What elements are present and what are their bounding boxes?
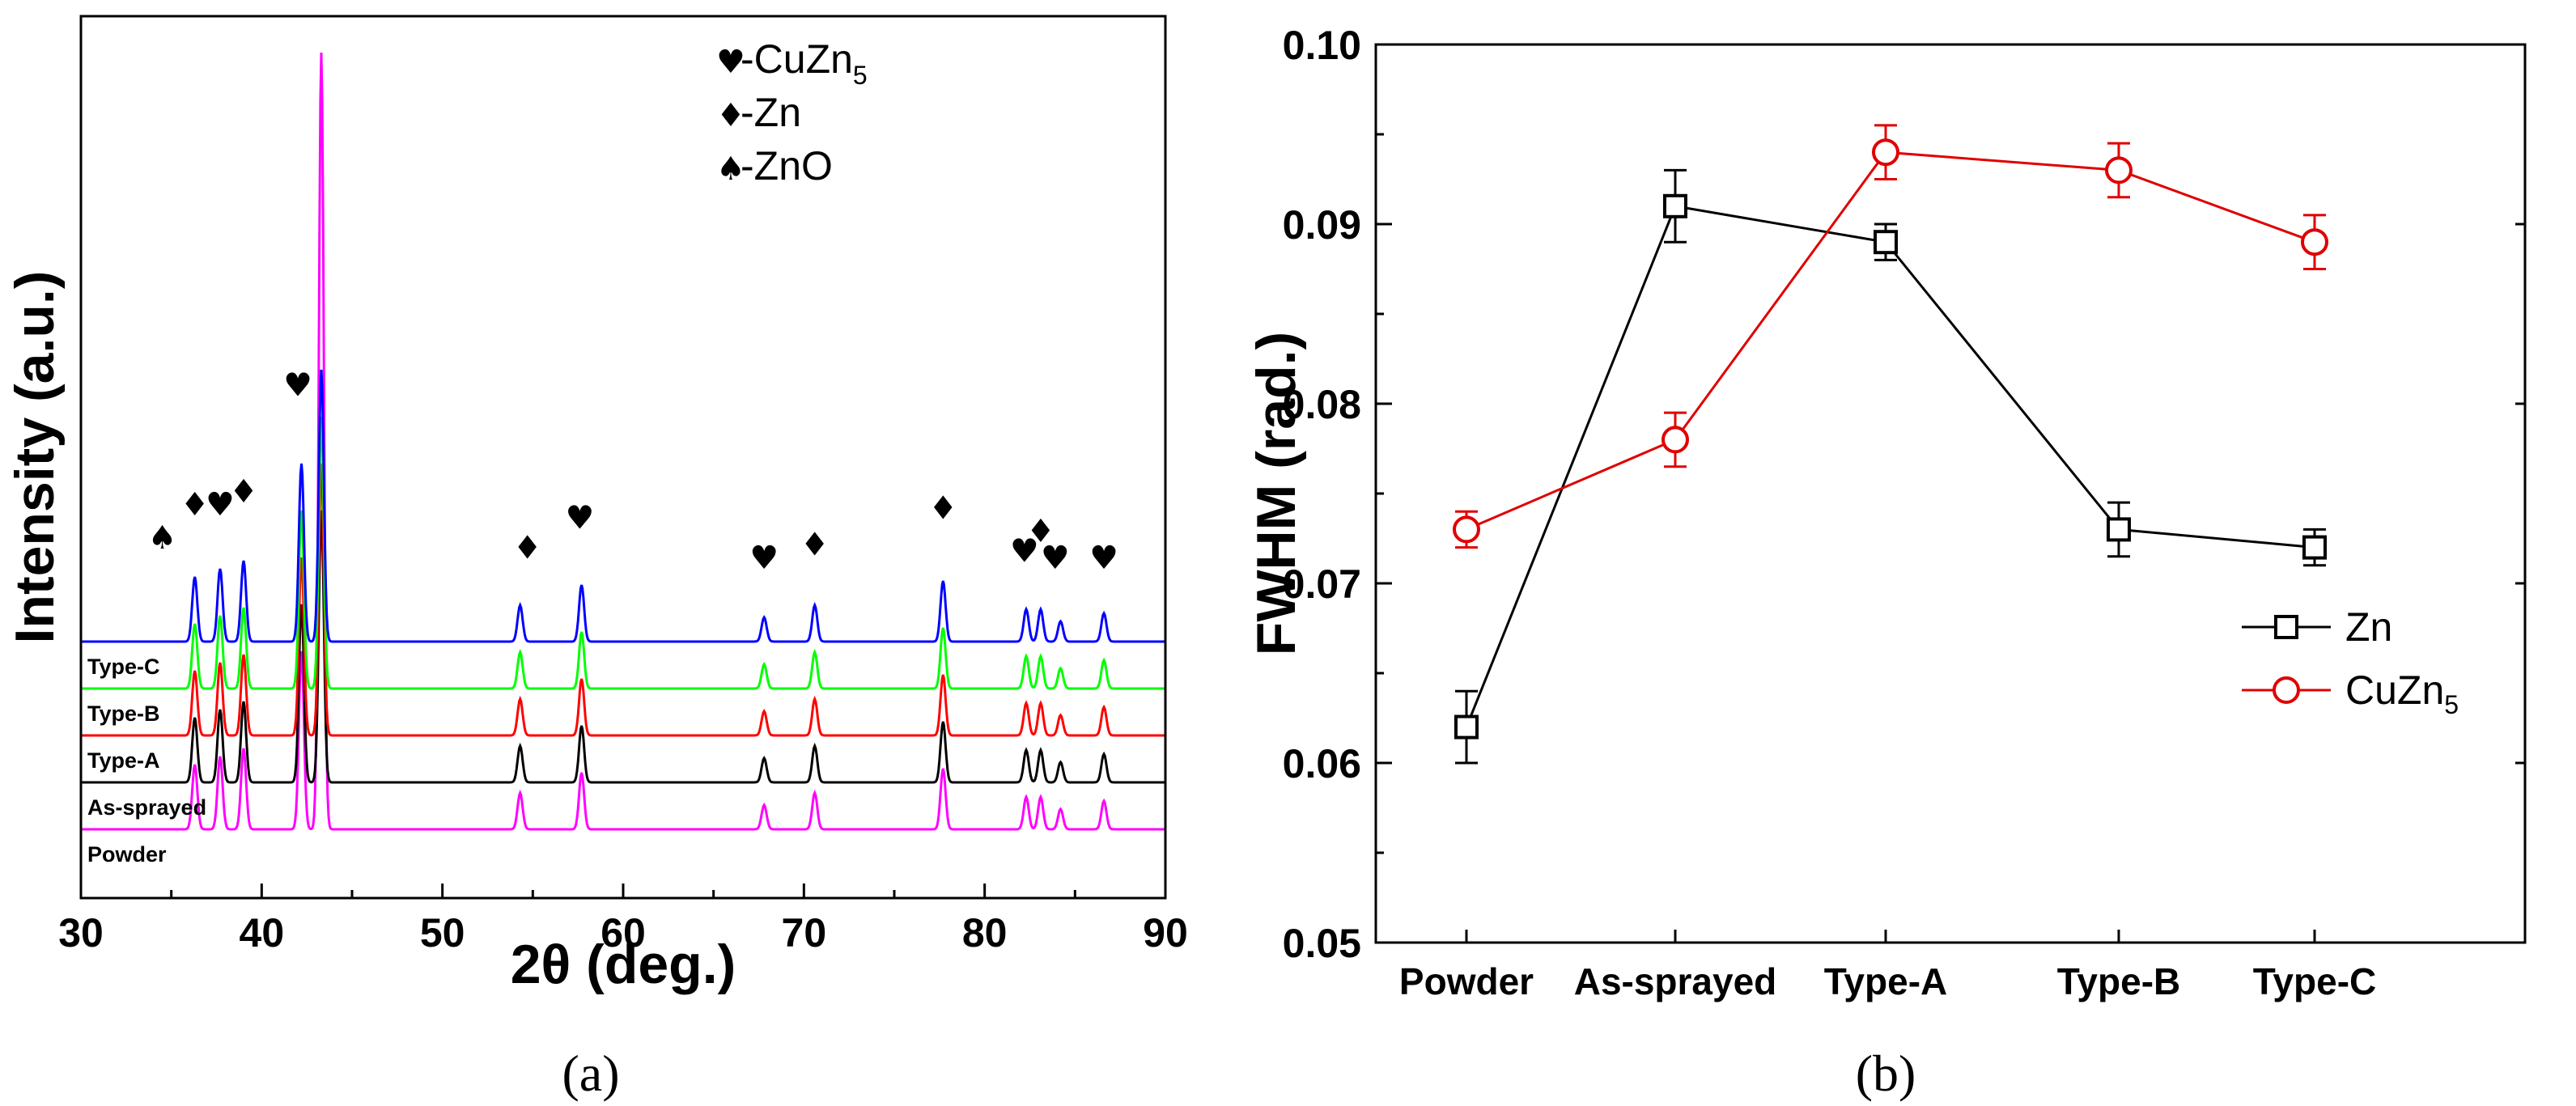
peak-marker-heart-icon: ♥ bbox=[1089, 540, 1118, 577]
y-tick-label-b: 0.09 bbox=[1283, 202, 1361, 248]
data-point-circle bbox=[1453, 515, 1480, 544]
trace-as-sprayed bbox=[81, 510, 1165, 784]
trace-label-type-a: Type-A bbox=[87, 748, 160, 773]
trace-label-as-sprayed: As-sprayed bbox=[87, 795, 206, 820]
trace-type-a bbox=[81, 463, 1165, 737]
peak-marker-heart-icon: ♥ bbox=[206, 486, 235, 523]
legend-a-heart-icon: ♥ bbox=[716, 44, 745, 81]
data-point-square bbox=[1454, 714, 1479, 739]
x-tick-label-a: 40 bbox=[240, 910, 285, 956]
legend-a: ♥-CuZn5 ♦-Zn ♠-ZnO bbox=[716, 36, 868, 189]
data-point-circle bbox=[1872, 138, 1899, 167]
panel-label-b: (b) bbox=[1856, 1045, 1916, 1102]
x-tick-label-a: 70 bbox=[782, 910, 827, 956]
legend-a-label: -CuZn5 bbox=[741, 36, 868, 90]
xrd-pattern-chart: ♠♦♥♦♥♥♦♦♥♥♦♦♥♦♥♥ PowderAs-sprayedType-AT… bbox=[4, 15, 1188, 1102]
peak-marker-diamond-icon: ♦ bbox=[800, 526, 830, 563]
series-line-cuzn5 bbox=[1466, 150, 2315, 531]
y-tick-label-b: 0.06 bbox=[1283, 741, 1361, 786]
y-axis-ticks-b: 0.05 0.06 0.07 0.08 0.09 0.10 bbox=[1283, 23, 2525, 966]
category-label-type-c: Type-C bbox=[2253, 960, 2377, 1002]
x-tick-label-a: 30 bbox=[58, 910, 104, 956]
plot-frame-a bbox=[79, 15, 1167, 900]
data-point-square bbox=[2107, 517, 2131, 542]
category-label-type-b: Type-B bbox=[2057, 960, 2181, 1002]
trace-label-type-c: Type-C bbox=[87, 655, 160, 679]
x-tick-label-a: 90 bbox=[1143, 910, 1188, 956]
y-tick-label-b: 0.07 bbox=[1283, 561, 1361, 607]
peak-markers: ♠♦♥♦♥♥♦♦♥♥♦♦♥♦♥♥ bbox=[148, 367, 1118, 577]
series-zn bbox=[1454, 168, 2327, 765]
legend-b-label-zn: Zn bbox=[2345, 604, 2392, 650]
category-label-powder: Powder bbox=[1399, 960, 1534, 1002]
data-point-circle bbox=[2105, 156, 2133, 184]
x-axis-ticks-a: 30 40 50 60 70 80 90 bbox=[58, 884, 1188, 956]
legend-b: Zn CuZn5 bbox=[2242, 604, 2459, 719]
y-tick-label-b: 0.08 bbox=[1283, 382, 1361, 427]
data-point-square bbox=[1663, 193, 1687, 218]
legend-a-label: -ZnO bbox=[741, 143, 833, 189]
y-tick-label-b: 0.05 bbox=[1283, 921, 1361, 966]
x-axis-title-a: 2θ (deg.) bbox=[511, 934, 736, 995]
y-axis-title-a: Intensity (a.u.) bbox=[4, 271, 66, 644]
series-line-zn bbox=[1465, 205, 2315, 728]
category-label-as-sprayed: As-sprayed bbox=[1574, 960, 1777, 1002]
x-tick-label-a: 60 bbox=[601, 910, 646, 956]
peak-marker-diamond-icon: ♦ bbox=[513, 530, 542, 567]
x-axis-ticks-b: Powder As-sprayed Type-A Type-B Type-C bbox=[1399, 930, 2376, 1002]
peak-marker-heart-icon: ♥ bbox=[283, 367, 312, 405]
x-tick-label-a: 50 bbox=[420, 910, 465, 956]
fwhm-chart: 0.05 0.06 0.07 0.08 0.09 0.10 Powder As-spraye… bbox=[1246, 23, 2527, 1102]
legend-a-diamond-icon: ♦ bbox=[716, 97, 745, 134]
trace-labels: Powder As-sprayed Type-A Type-B Type-C bbox=[87, 655, 206, 867]
data-point-square bbox=[2302, 535, 2327, 560]
legend-b-circle-marker bbox=[2273, 676, 2300, 704]
data-point-square bbox=[1874, 230, 1898, 255]
trace-type-b bbox=[81, 416, 1165, 690]
peak-marker-heart-icon: ♥ bbox=[749, 540, 779, 577]
y-tick-label-b: 0.10 bbox=[1283, 23, 1361, 68]
peak-marker-heart-icon: ♥ bbox=[1041, 540, 1070, 577]
xrd-traces bbox=[81, 52, 1165, 831]
trace-type-c bbox=[81, 369, 1165, 643]
peak-marker-spade-icon: ♠ bbox=[148, 519, 177, 557]
trace-label-powder: Powder bbox=[87, 842, 167, 867]
legend-b-label-cuzn5: CuZn5 bbox=[2345, 667, 2459, 719]
peak-marker-diamond-icon: ♦ bbox=[928, 489, 957, 527]
category-label-type-a: Type-A bbox=[1824, 960, 1948, 1002]
trace-label-type-b: Type-B bbox=[87, 701, 160, 726]
series-cuzn5 bbox=[1453, 124, 2328, 549]
legend-a-label: -Zn bbox=[741, 90, 801, 135]
trace-powder bbox=[81, 52, 1165, 831]
legend-a-spade-icon: ♠ bbox=[716, 150, 745, 188]
fwhm-series bbox=[1453, 124, 2328, 765]
data-point-circle bbox=[1661, 426, 1689, 454]
peak-marker-heart-icon: ♥ bbox=[565, 500, 594, 537]
data-point-circle bbox=[2301, 228, 2328, 256]
y-axis-title-b: FWHM (rad.) bbox=[1246, 332, 1307, 655]
peak-marker-diamond-icon: ♦ bbox=[1026, 513, 1055, 550]
peak-marker-heart-icon: ♥ bbox=[1010, 533, 1039, 570]
legend-b-square-marker bbox=[2274, 615, 2298, 639]
panel-label-a: (a) bbox=[562, 1045, 619, 1102]
x-tick-label-a: 80 bbox=[962, 910, 1008, 956]
peak-marker-diamond-icon: ♦ bbox=[180, 486, 210, 523]
peak-marker-diamond-icon: ♦ bbox=[229, 473, 258, 511]
